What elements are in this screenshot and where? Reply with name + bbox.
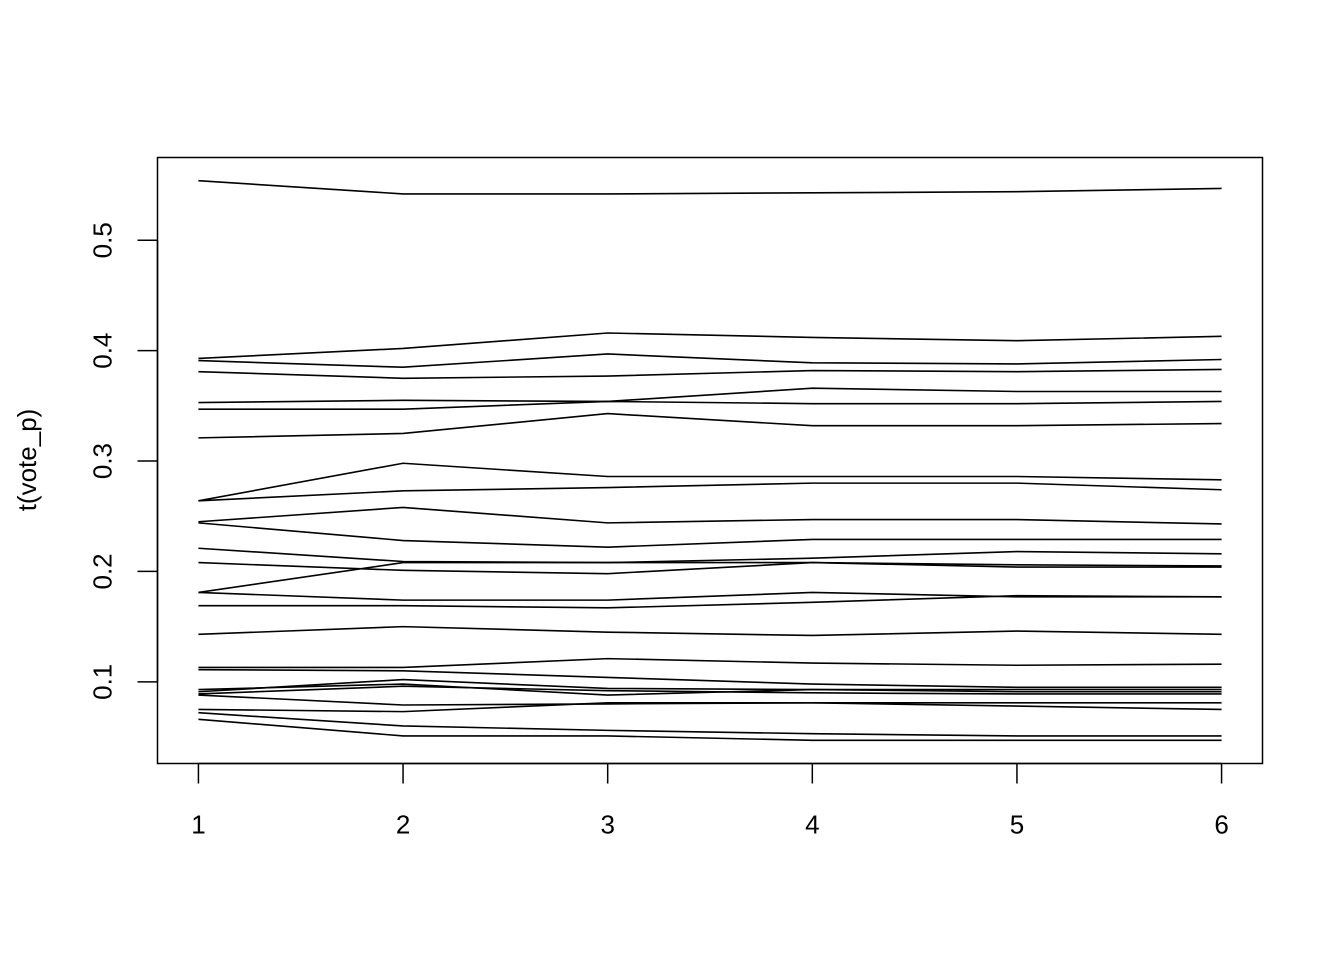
x-tick-label: 4 <box>805 810 819 840</box>
y-axis: 0.1 0.2 0.3 0.4 0.5 <box>88 222 159 700</box>
y-tick-label: 0.1 <box>88 664 118 700</box>
y-tick-label: 0.5 <box>88 222 118 258</box>
series-line-13 <box>198 561 1222 575</box>
series-line-14 <box>198 561 1222 594</box>
series-line-3 <box>198 353 1222 369</box>
y-axis-label: t(vote_p) <box>12 409 42 512</box>
series-line-16 <box>198 594 1222 609</box>
series-line-10 <box>198 506 1222 525</box>
series-line-23 <box>198 683 1222 696</box>
series-line-20 <box>198 678 1222 693</box>
series-line-19 <box>198 668 1222 689</box>
y-tick-label: 0.3 <box>88 443 118 479</box>
series-line-7 <box>198 412 1222 439</box>
x-tick-label: 2 <box>396 810 410 840</box>
series-layer <box>198 179 1222 742</box>
x-tick-label: 1 <box>191 810 205 840</box>
series-line-1 <box>198 179 1222 195</box>
series-line-2 <box>198 332 1222 360</box>
x-tick-label: 6 <box>1214 810 1228 840</box>
series-line-26 <box>198 718 1222 742</box>
x-tick-label: 3 <box>600 810 614 840</box>
series-line-15 <box>198 591 1222 601</box>
series-line-25 <box>198 711 1222 737</box>
series-line-9 <box>198 482 1222 502</box>
series-line-5 <box>198 387 1222 404</box>
series-line-12 <box>198 547 1222 564</box>
series-line-6 <box>198 400 1222 410</box>
series-line-8 <box>198 462 1222 502</box>
x-axis: 1 2 3 4 5 6 <box>191 762 1229 840</box>
series-line-17 <box>198 625 1222 637</box>
series-line-11 <box>198 522 1222 548</box>
y-tick-label: 0.4 <box>88 333 118 369</box>
series-line-4 <box>198 368 1222 380</box>
series-line-24 <box>198 701 1222 713</box>
y-tick-label: 0.2 <box>88 553 118 589</box>
plot-box <box>156 156 1264 765</box>
x-tick-label: 5 <box>1010 810 1024 840</box>
series-line-18 <box>198 657 1222 669</box>
